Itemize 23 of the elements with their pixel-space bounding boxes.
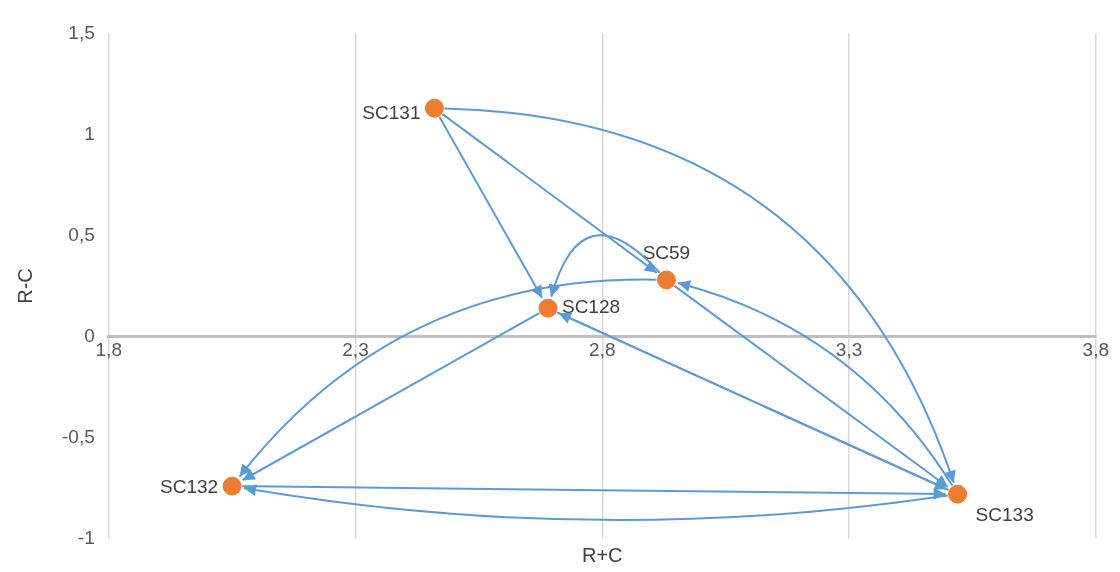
point: [424, 98, 444, 118]
point: [222, 476, 242, 496]
y-tick-label: 0,5: [68, 223, 95, 245]
x-axis-title: R+C: [581, 543, 623, 566]
x-tick-label: 1,8: [95, 339, 122, 361]
y-tick-label: -1: [77, 526, 95, 548]
x-tick-label: 2,8: [589, 339, 616, 361]
y-tick-label: 1: [84, 122, 95, 144]
x-tick-label: 2,3: [342, 339, 369, 361]
y-tick-label: 0: [84, 324, 95, 346]
x-tick-label: 3,3: [835, 339, 863, 361]
y-tick-label: 1,5: [68, 21, 95, 43]
annotation: SC133: [975, 504, 1034, 526]
annotation: SC128: [561, 296, 621, 318]
point: [538, 298, 558, 318]
annotation: SC131: [362, 102, 421, 124]
annotation: SC59: [642, 242, 691, 264]
point: [656, 270, 676, 290]
annotation: SC132: [160, 476, 219, 498]
y-axis-title: R-C: [13, 268, 36, 304]
x-tick-label: 3,8: [1082, 339, 1109, 361]
y-tick-label: -0,5: [61, 425, 95, 447]
point: [948, 484, 968, 504]
